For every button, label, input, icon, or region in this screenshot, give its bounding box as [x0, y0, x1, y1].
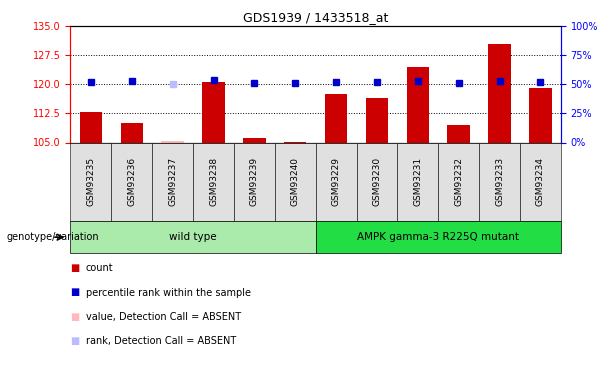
Text: GSM93232: GSM93232 [454, 158, 463, 206]
Text: GSM93240: GSM93240 [291, 158, 300, 206]
Text: GSM93235: GSM93235 [86, 158, 96, 206]
Text: AMPK gamma-3 R225Q mutant: AMPK gamma-3 R225Q mutant [357, 232, 519, 242]
Bar [406, 67, 429, 142]
Text: GSM93239: GSM93239 [250, 158, 259, 206]
Bar [529, 88, 552, 142]
Bar [447, 125, 470, 142]
Text: GSM93230: GSM93230 [373, 158, 381, 206]
Bar [161, 141, 184, 142]
Text: GSM93234: GSM93234 [536, 158, 545, 206]
Text: value, Detection Call = ABSENT: value, Detection Call = ABSENT [86, 312, 241, 322]
Bar [80, 112, 102, 142]
Text: ■: ■ [70, 336, 80, 346]
Text: ■: ■ [70, 312, 80, 322]
Text: GSM93236: GSM93236 [128, 158, 136, 206]
Bar [202, 82, 225, 142]
Title: GDS1939 / 1433518_at: GDS1939 / 1433518_at [243, 11, 389, 24]
Text: rank, Detection Call = ABSENT: rank, Detection Call = ABSENT [86, 336, 236, 346]
Text: wild type: wild type [169, 232, 217, 242]
Bar [489, 44, 511, 142]
Text: GSM93229: GSM93229 [332, 158, 341, 206]
Bar [366, 98, 388, 142]
Text: genotype/variation: genotype/variation [6, 232, 99, 242]
Text: percentile rank within the sample: percentile rank within the sample [86, 288, 251, 297]
Bar [325, 94, 348, 142]
Text: GSM93231: GSM93231 [413, 158, 422, 206]
Text: GSM93233: GSM93233 [495, 158, 504, 206]
Bar [121, 123, 143, 142]
Text: count: count [86, 263, 113, 273]
Text: ■: ■ [70, 288, 80, 297]
Text: GSM93238: GSM93238 [209, 158, 218, 206]
Text: GSM93237: GSM93237 [168, 158, 177, 206]
Text: ■: ■ [70, 263, 80, 273]
Bar [243, 138, 265, 142]
